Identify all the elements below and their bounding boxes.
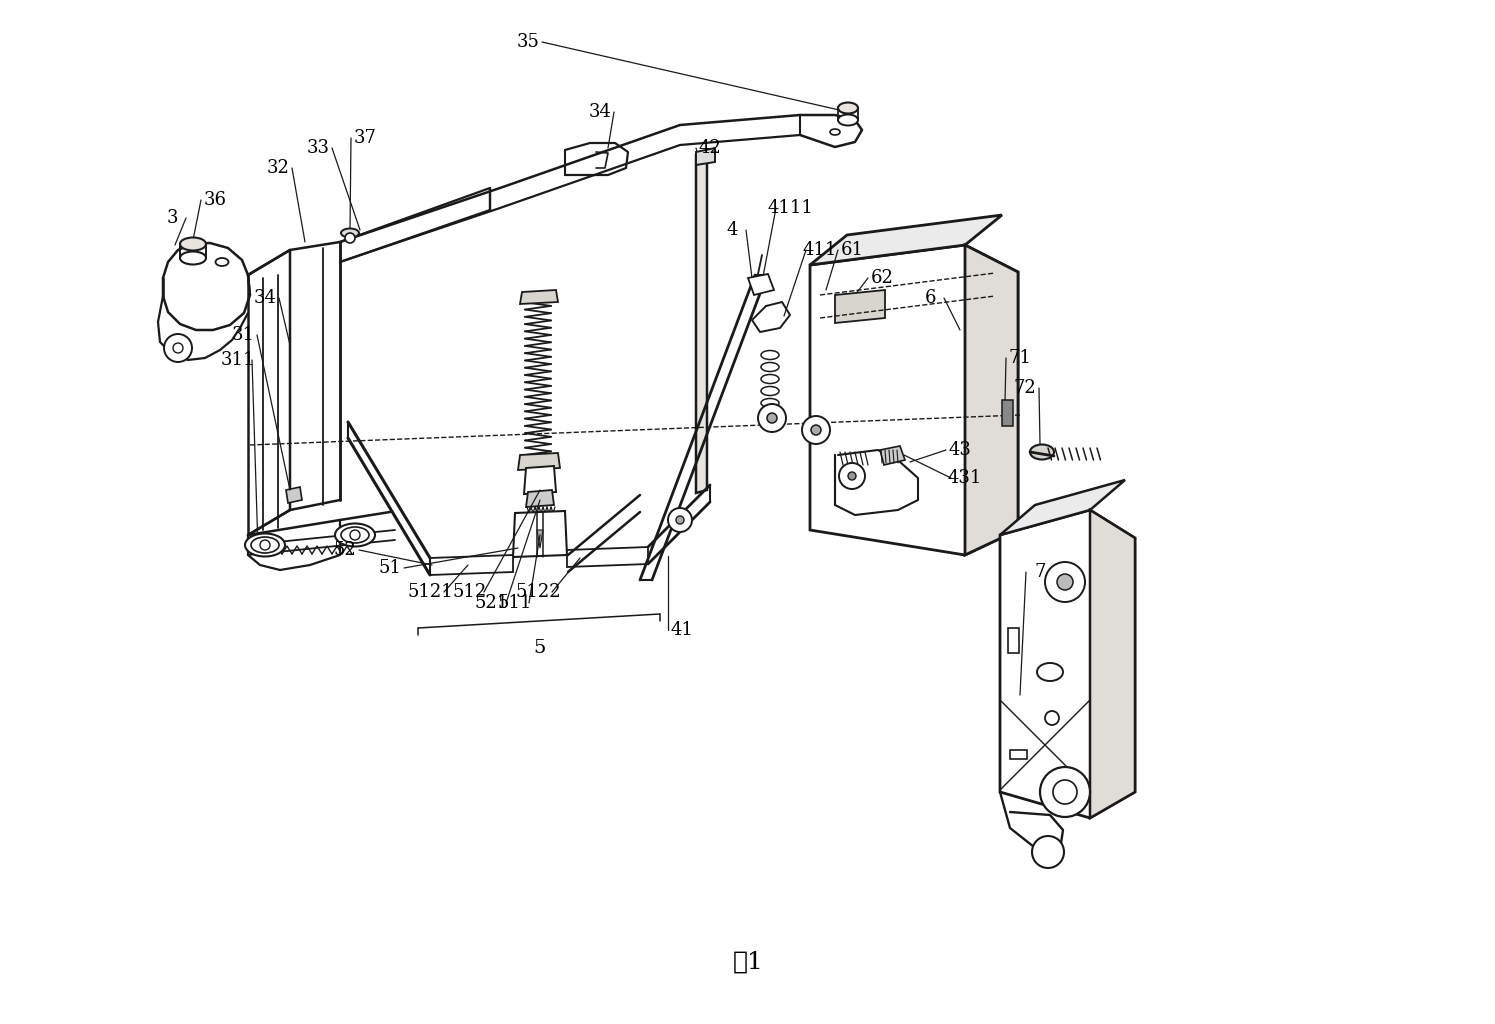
Circle shape <box>350 530 360 540</box>
Text: 72: 72 <box>1014 379 1036 397</box>
Text: 3: 3 <box>166 209 178 227</box>
Ellipse shape <box>341 527 369 543</box>
Text: 71: 71 <box>1009 349 1032 367</box>
Polygon shape <box>697 148 715 165</box>
Polygon shape <box>810 245 1018 555</box>
Circle shape <box>1057 574 1073 590</box>
Text: 411: 411 <box>803 241 837 259</box>
Polygon shape <box>1000 510 1135 818</box>
Ellipse shape <box>179 252 206 264</box>
Polygon shape <box>836 290 885 323</box>
Text: 5: 5 <box>534 639 546 657</box>
Circle shape <box>1032 836 1064 868</box>
Text: 37: 37 <box>353 129 377 147</box>
Circle shape <box>801 416 830 444</box>
Ellipse shape <box>839 115 858 126</box>
Text: 6: 6 <box>924 289 936 307</box>
Polygon shape <box>964 245 1018 555</box>
Circle shape <box>839 463 866 489</box>
Circle shape <box>676 516 685 524</box>
Polygon shape <box>1000 480 1126 535</box>
Text: 42: 42 <box>698 139 722 157</box>
Polygon shape <box>748 274 774 295</box>
Text: 431: 431 <box>948 469 982 487</box>
Text: 521: 521 <box>475 594 510 612</box>
Circle shape <box>260 540 271 550</box>
Circle shape <box>668 508 692 532</box>
Polygon shape <box>526 490 555 507</box>
Bar <box>1002 400 1014 426</box>
Polygon shape <box>525 466 556 494</box>
Polygon shape <box>286 487 302 503</box>
Circle shape <box>1045 711 1058 725</box>
Ellipse shape <box>251 537 280 553</box>
Circle shape <box>173 343 182 353</box>
Polygon shape <box>567 547 647 567</box>
Text: 7: 7 <box>1035 563 1045 581</box>
Text: 43: 43 <box>948 441 972 459</box>
Ellipse shape <box>830 129 840 135</box>
Circle shape <box>848 472 857 480</box>
Polygon shape <box>517 453 561 470</box>
Ellipse shape <box>1038 663 1063 681</box>
Text: 512: 512 <box>453 583 487 601</box>
Text: 52: 52 <box>333 541 356 559</box>
Ellipse shape <box>335 523 375 547</box>
Text: 35: 35 <box>517 33 540 51</box>
Polygon shape <box>1090 510 1135 818</box>
Text: 511: 511 <box>498 594 532 612</box>
Circle shape <box>1045 562 1085 602</box>
Bar <box>1008 628 1020 653</box>
Ellipse shape <box>1030 444 1054 460</box>
Text: 4111: 4111 <box>767 199 813 217</box>
Ellipse shape <box>341 228 359 238</box>
Text: 36: 36 <box>203 191 227 209</box>
Text: 33: 33 <box>306 139 329 157</box>
Polygon shape <box>810 215 1002 265</box>
Text: 41: 41 <box>671 621 694 639</box>
Polygon shape <box>513 511 567 557</box>
Ellipse shape <box>245 534 286 556</box>
Text: 图1: 图1 <box>733 950 764 974</box>
Text: 4: 4 <box>727 221 737 239</box>
Text: 32: 32 <box>266 159 290 177</box>
Text: 5121: 5121 <box>407 583 453 601</box>
Ellipse shape <box>839 102 858 114</box>
Polygon shape <box>537 530 543 548</box>
Circle shape <box>345 233 354 243</box>
Circle shape <box>758 404 786 432</box>
Ellipse shape <box>215 258 229 266</box>
Polygon shape <box>881 446 904 465</box>
Circle shape <box>1052 780 1076 804</box>
Text: 62: 62 <box>870 269 894 287</box>
Text: 31: 31 <box>232 326 254 344</box>
Circle shape <box>164 334 191 362</box>
Ellipse shape <box>179 238 206 251</box>
Polygon shape <box>520 290 558 304</box>
Circle shape <box>1041 767 1090 817</box>
Text: 61: 61 <box>840 241 864 259</box>
Bar <box>1011 750 1027 759</box>
Text: 34: 34 <box>254 289 277 307</box>
Circle shape <box>767 413 777 423</box>
Polygon shape <box>697 152 707 493</box>
Text: 5122: 5122 <box>516 583 561 601</box>
Polygon shape <box>431 555 513 575</box>
Text: 51: 51 <box>378 559 402 577</box>
Text: 311: 311 <box>221 351 256 369</box>
Text: 34: 34 <box>589 103 611 121</box>
Circle shape <box>810 425 821 435</box>
